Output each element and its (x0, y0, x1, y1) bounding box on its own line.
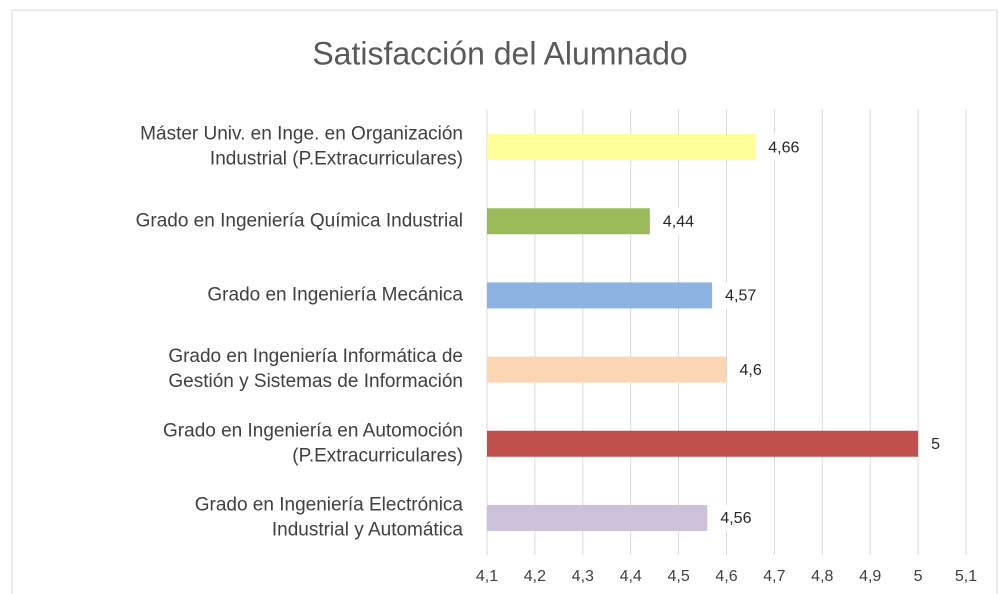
data-label: 5 (931, 436, 940, 453)
data-label: 4,57 (725, 288, 756, 305)
bar (487, 430, 919, 457)
data-label-bg (734, 356, 767, 383)
x-tick-label: 4,7 (763, 568, 785, 585)
data-label: 4,6 (740, 362, 762, 379)
x-tick-label: 4,1 (476, 568, 498, 585)
x-tick-label: 4,6 (715, 568, 737, 585)
bar (487, 208, 650, 235)
x-tick-label: 4,3 (572, 568, 594, 585)
data-label-bg (720, 282, 762, 309)
x-tick-label: 4,8 (811, 568, 833, 585)
x-tick-label: 4,5 (667, 568, 689, 585)
x-tick-label: 4,9 (859, 568, 881, 585)
x-tick-label: 4,4 (620, 568, 642, 585)
y-tick-label: Grado en Ingeniería Electrónica Industria… (195, 494, 464, 540)
bar (487, 356, 727, 383)
y-tick-label: Máster Univ. en Inge. en Organización Ind… (140, 124, 463, 170)
data-label: 4,44 (663, 213, 694, 230)
y-tick-label: Grado en Ingeniería Informática de Gestió… (168, 346, 463, 392)
y-tick-label: Grado en Ingeniería Mecánica (207, 284, 463, 305)
data-label-bg (926, 430, 946, 457)
x-tick-label: 4,2 (524, 568, 546, 585)
chart-title: Satisfacción del Alumnado (312, 35, 687, 71)
x-tick-label: 5,1 (955, 568, 977, 585)
data-label: 4,66 (768, 139, 799, 156)
bar (487, 504, 708, 531)
y-tick-label: Grado en Ingeniería en Automoción (P.Extr… (163, 420, 463, 466)
x-tick-label: 5 (914, 568, 923, 585)
y-tick-label: Grado en Ingeniería Química Industrial (136, 210, 463, 231)
data-label-bg (763, 134, 805, 161)
bar (487, 134, 756, 161)
data-label: 4,56 (720, 510, 751, 527)
data-label-bg (657, 208, 700, 235)
bar (487, 282, 713, 309)
data-label-bg (715, 504, 757, 531)
